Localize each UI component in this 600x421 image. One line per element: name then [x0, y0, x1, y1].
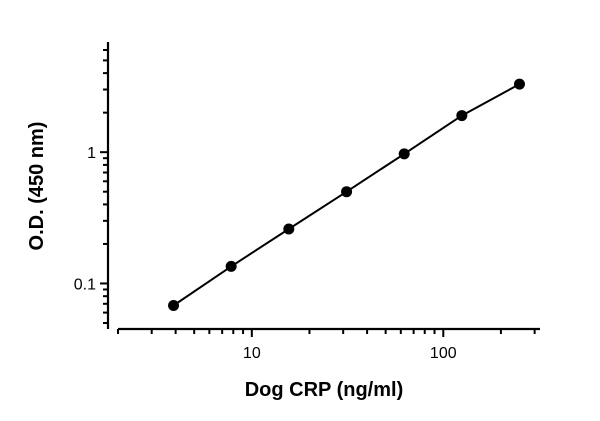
- ticks: 0.1 1 10 100: [74, 49, 536, 362]
- y-axis-title: O.D. (450 nm): [26, 122, 48, 251]
- data-point: [398, 148, 410, 160]
- axes: [106, 42, 540, 331]
- data-point: [513, 78, 525, 90]
- data-point: [225, 260, 237, 272]
- x-axis-title: Dog CRP (ng/ml): [245, 379, 404, 401]
- y-tick-label: 0.1: [74, 276, 96, 293]
- x-tick-label: 10: [243, 345, 261, 362]
- data-point: [283, 223, 295, 235]
- data-point: [168, 299, 180, 311]
- x-tick-label: 100: [430, 345, 457, 362]
- data-point: [456, 110, 468, 122]
- data-point: [341, 186, 353, 198]
- y-tick-label: 1: [87, 145, 96, 162]
- series: [168, 78, 525, 311]
